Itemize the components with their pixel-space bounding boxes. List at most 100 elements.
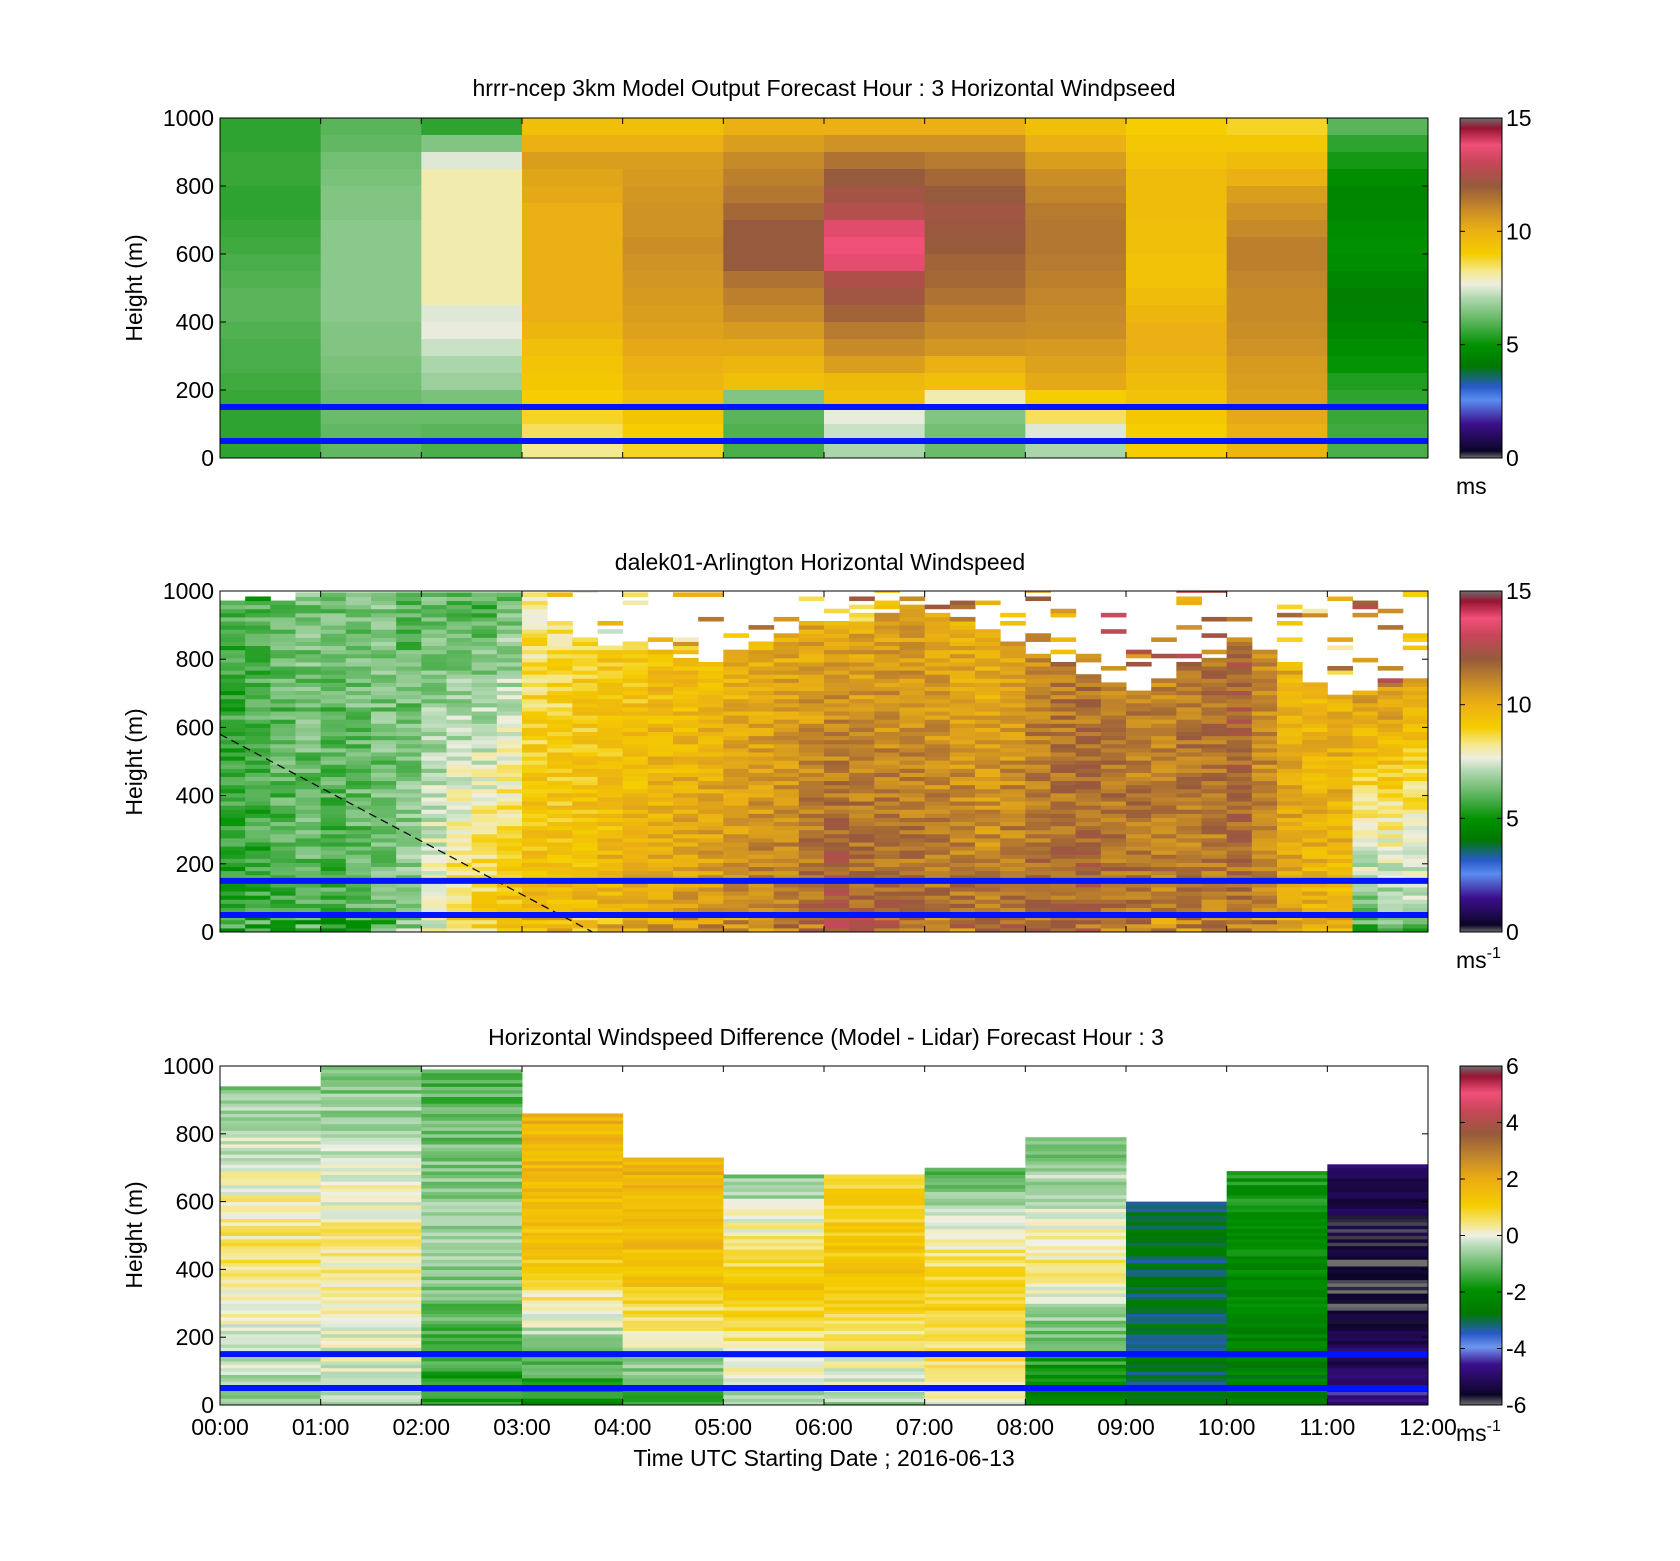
lidar-cell [1327, 751, 1353, 757]
lidar-cell [824, 776, 850, 782]
lidar-cell [1327, 698, 1353, 704]
lidar-cell [446, 886, 473, 892]
lidar-cell [798, 788, 825, 794]
model-cell [1126, 152, 1228, 170]
lidar-cell [245, 760, 271, 765]
lidar-cell [1000, 690, 1026, 696]
difference-cell [1226, 1347, 1328, 1352]
lidar-cell [421, 727, 447, 732]
lidar-cell [320, 780, 347, 786]
model-cell [622, 237, 724, 255]
lidar-cell [1176, 780, 1202, 786]
lidar-cell [1100, 825, 1127, 831]
lidar-cell [345, 674, 372, 679]
difference-cell [622, 1218, 724, 1223]
lidar-cell [270, 866, 296, 872]
lidar-cell [295, 649, 322, 655]
lidar-cell [1201, 829, 1228, 835]
lidar-cell [471, 837, 498, 843]
lidar-cell [975, 678, 1001, 683]
lidar-cell [496, 796, 523, 802]
lidar-cell [1050, 899, 1077, 904]
lidar-cell [647, 829, 674, 835]
lidar-cell [496, 907, 523, 913]
difference-cell [622, 1272, 724, 1277]
lidar-cell [597, 788, 624, 794]
difference-cell [1226, 1221, 1328, 1226]
lidar-cell [1151, 731, 1177, 737]
lidar-cell [899, 825, 926, 831]
lidar-cell [698, 874, 724, 880]
lidar-cell [522, 874, 548, 880]
lidar-cell [1100, 903, 1127, 908]
lidar-cell [1377, 805, 1404, 810]
lidar-cell [1352, 772, 1379, 778]
lidar-cell [698, 706, 724, 712]
lidar-cell [849, 629, 875, 634]
lidar-cell [698, 846, 724, 851]
lidar-cell [1352, 854, 1379, 859]
lidar-cell [723, 833, 749, 839]
lidar-cell [874, 805, 900, 810]
lidar-cell [1352, 735, 1379, 741]
difference-cell [320, 1177, 422, 1182]
difference-cell [522, 1303, 624, 1308]
difference-cell [723, 1177, 825, 1182]
difference-cell [421, 1245, 523, 1250]
difference-cell [824, 1367, 926, 1372]
model-cell [1226, 356, 1328, 374]
difference-cell [1226, 1184, 1328, 1189]
lidar-cell [1377, 747, 1404, 753]
lidar-cell [220, 833, 246, 839]
lidar-cell [245, 825, 271, 831]
lidar-cell [824, 633, 850, 638]
lidar-cell [949, 833, 976, 839]
difference-cell [622, 1310, 724, 1314]
lidar-cell [1302, 698, 1328, 704]
lidar-cell [522, 891, 548, 896]
lidar-cell [220, 907, 246, 913]
lidar-cell [1327, 727, 1353, 732]
lidar-cell [295, 866, 322, 872]
lidar-cell [245, 711, 271, 716]
lidar-cell [723, 862, 749, 868]
lidar-cell [849, 858, 875, 863]
lidar-cell [1226, 743, 1253, 749]
lidar-cell [1050, 706, 1077, 712]
lidar-cell [522, 817, 548, 823]
lidar-cell [1151, 711, 1177, 716]
lidar-cell [798, 649, 825, 655]
lidar-cell [1277, 715, 1303, 720]
lidar-cell [723, 813, 749, 818]
difference-cell [1126, 1394, 1228, 1399]
model-cell [220, 118, 322, 136]
difference-cell [924, 1204, 1026, 1209]
lidar-cell [320, 792, 347, 798]
lidar-cell [849, 825, 875, 831]
lidar-cell [723, 756, 749, 761]
lidar-cell [1277, 837, 1303, 843]
lidar-cell [220, 850, 246, 855]
lidar-cell [1226, 719, 1253, 724]
lidar-cell [698, 850, 724, 855]
lidar-cell [924, 903, 951, 908]
lidar-cell [975, 702, 1001, 708]
lidar-cell [522, 907, 548, 913]
lidar-cell [396, 756, 422, 761]
lidar-cell [723, 633, 749, 638]
lidar-cell [1226, 841, 1253, 847]
difference-cell [522, 1116, 624, 1121]
difference-cell [824, 1306, 926, 1311]
difference-cell [924, 1171, 1026, 1175]
difference-cell [924, 1259, 1026, 1264]
lidar-cell [723, 821, 749, 827]
lidar-cell [1226, 661, 1253, 667]
lidar-cell [748, 768, 775, 773]
lidar-cell [220, 649, 246, 655]
lidar-cell [345, 612, 372, 618]
difference-cell [421, 1323, 523, 1328]
lidar-cell [496, 850, 523, 855]
lidar-cell [547, 882, 573, 888]
difference-cell [320, 1143, 422, 1148]
lidar-cell [471, 621, 498, 626]
